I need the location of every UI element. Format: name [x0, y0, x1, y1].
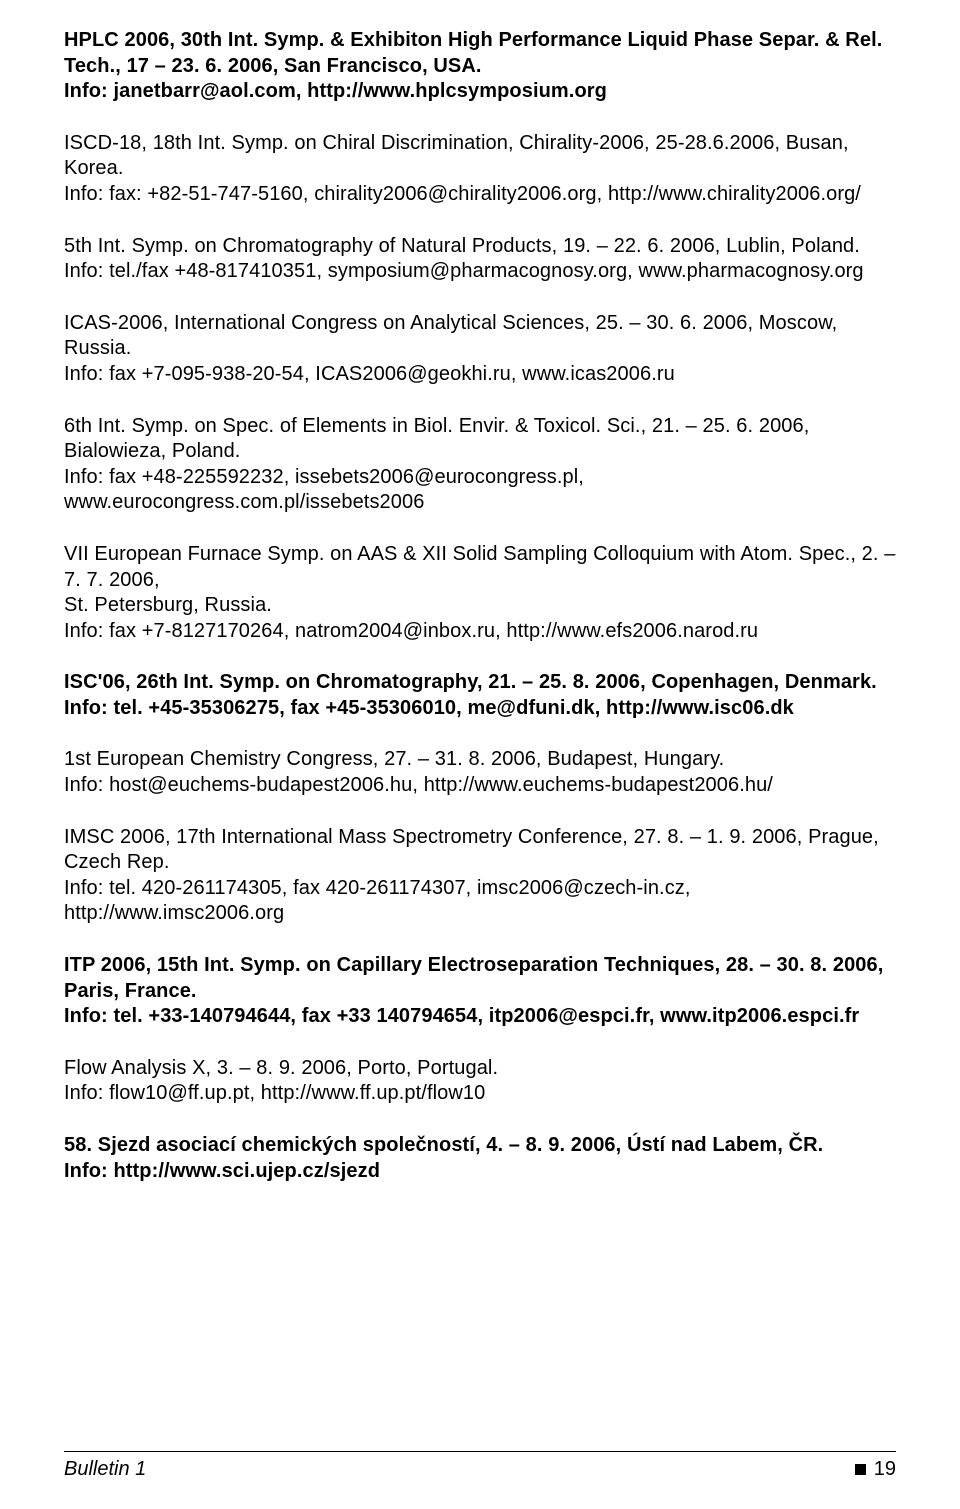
event-info-line: Info: fax +48-225592232, issebets2006@eu… [64, 465, 896, 516]
event-title-line: 58. Sjezd asociací chemických společnost… [64, 1133, 896, 1159]
event-entry: ICAS-2006, International Congress on Ana… [64, 311, 896, 388]
page-number: 19 [874, 1458, 896, 1481]
event-info-line: Info: host@euchems-budapest2006.hu, http… [64, 773, 896, 799]
event-info-line: Info: janetbarr@aol.com, http://www.hplc… [64, 79, 896, 105]
event-title-line: 1st European Chemistry Congress, 27. – 3… [64, 747, 896, 773]
event-entry: 6th Int. Symp. on Spec. of Elements in B… [64, 414, 896, 516]
event-info-line: Info: tel. +33-140794644, fax +33 140794… [64, 1004, 896, 1030]
event-info-line: St. Petersburg, Russia. [64, 593, 896, 619]
footer-publication: Bulletin 1 [64, 1458, 146, 1481]
event-entry: ISCD-18, 18th Int. Symp. on Chiral Discr… [64, 131, 896, 208]
event-title-line: ISCD-18, 18th Int. Symp. on Chiral Discr… [64, 131, 896, 182]
event-entry: 5th Int. Symp. on Chromatography of Natu… [64, 234, 896, 285]
event-info-line: Info: fax +7-8127170264, natrom2004@inbo… [64, 619, 896, 645]
event-entry: VII European Furnace Symp. on AAS & XII … [64, 542, 896, 644]
event-info-line: Info: flow10@ff.up.pt, http://www.ff.up.… [64, 1081, 896, 1107]
square-bullet-icon [855, 1464, 866, 1475]
event-title-line: VII European Furnace Symp. on AAS & XII … [64, 542, 896, 593]
event-info-line: Info: fax +7-095-938-20-54, ICAS2006@geo… [64, 362, 896, 388]
page-footer: Bulletin 1 19 [64, 1451, 896, 1481]
event-title-line: Flow Analysis X, 3. – 8. 9. 2006, Porto,… [64, 1056, 896, 1082]
event-title-line: HPLC 2006, 30th Int. Symp. & Exhibiton H… [64, 28, 896, 79]
event-info-line: Info: tel. 420-261174305, fax 420-261174… [64, 876, 896, 927]
event-title-line: 5th Int. Symp. on Chromatography of Natu… [64, 234, 896, 260]
event-title-line: ICAS-2006, International Congress on Ana… [64, 311, 896, 362]
event-entry: 1st European Chemistry Congress, 27. – 3… [64, 747, 896, 798]
event-entry: Flow Analysis X, 3. – 8. 9. 2006, Porto,… [64, 1056, 896, 1107]
event-entry: HPLC 2006, 30th Int. Symp. & Exhibiton H… [64, 28, 896, 105]
event-title-line: ITP 2006, 15th Int. Symp. on Capillary E… [64, 953, 896, 1004]
event-title-line: ISC'06, 26th Int. Symp. on Chromatograph… [64, 670, 896, 696]
event-entry: IMSC 2006, 17th International Mass Spect… [64, 825, 896, 927]
event-title-line: IMSC 2006, 17th International Mass Spect… [64, 825, 896, 876]
event-info-line: Info: tel./fax +48-817410351, symposium@… [64, 259, 896, 285]
event-info-line: Info: fax: +82-51-747-5160, chirality200… [64, 182, 896, 208]
event-info-line: Info: http://www.sci.ujep.cz/sjezd [64, 1159, 896, 1185]
event-info-line: Info: tel. +45-35306275, fax +45-3530601… [64, 696, 896, 722]
footer-page: 19 [855, 1458, 896, 1481]
event-entry: 58. Sjezd asociací chemických společnost… [64, 1133, 896, 1184]
event-entry: ITP 2006, 15th Int. Symp. on Capillary E… [64, 953, 896, 1030]
event-title-line: 6th Int. Symp. on Spec. of Elements in B… [64, 414, 896, 465]
event-entry: ISC'06, 26th Int. Symp. on Chromatograph… [64, 670, 896, 721]
event-list: HPLC 2006, 30th Int. Symp. & Exhibiton H… [64, 28, 896, 1184]
